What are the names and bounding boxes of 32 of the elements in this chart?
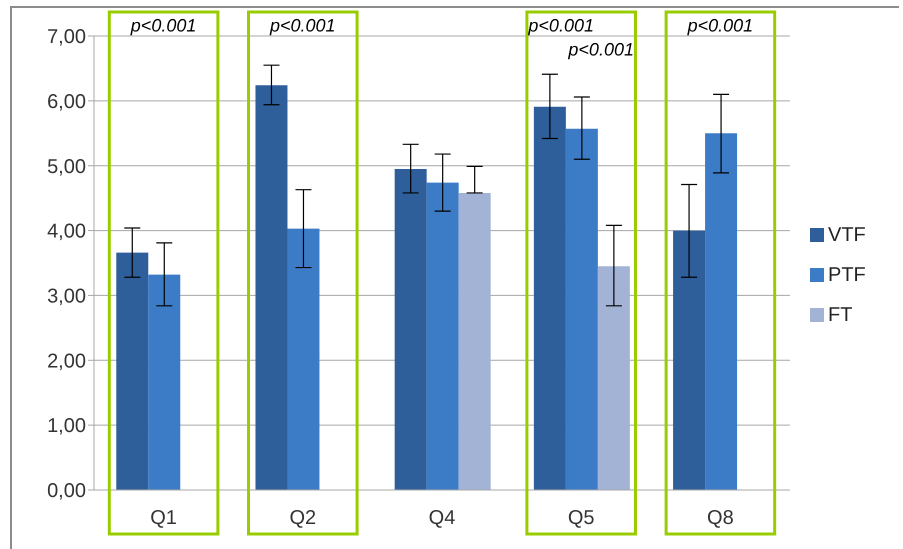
bar bbox=[673, 230, 706, 490]
bar bbox=[148, 274, 180, 490]
bar bbox=[705, 133, 738, 490]
legend-label: VTF bbox=[828, 224, 866, 246]
x-tick-label: Q2 bbox=[289, 507, 316, 530]
annotation: p<0.001 bbox=[567, 39, 634, 60]
y-tick-label: 3,00 bbox=[47, 286, 86, 308]
text: p<0.001 bbox=[130, 15, 196, 36]
y-tick-label: 2,00 bbox=[47, 350, 86, 372]
y-tick-label: 0,00 bbox=[47, 480, 86, 502]
y-tick-label: 5,00 bbox=[47, 156, 86, 178]
bar bbox=[287, 228, 320, 490]
x-tick-label: Q8 bbox=[707, 507, 734, 530]
bar bbox=[426, 182, 459, 490]
x-tick-label: Q5 bbox=[568, 507, 595, 530]
bar bbox=[255, 85, 288, 490]
y-tick-label: 7,00 bbox=[47, 26, 86, 48]
x-tick-label: Q1 bbox=[150, 507, 177, 530]
bar bbox=[598, 266, 630, 490]
bar bbox=[566, 128, 598, 490]
x-tick-label: Q4 bbox=[428, 507, 456, 530]
text: p<0.001 bbox=[686, 15, 754, 36]
bar bbox=[534, 106, 566, 490]
y-tick-label: 4,00 bbox=[47, 220, 86, 243]
legend-label: FT bbox=[828, 304, 852, 326]
bar bbox=[394, 168, 427, 490]
text: p<0.001 bbox=[269, 15, 336, 36]
bar bbox=[458, 192, 491, 490]
bar bbox=[116, 252, 148, 490]
legend-label: PTF bbox=[828, 264, 866, 286]
y-tick-label: 1,00 bbox=[47, 415, 86, 438]
y-tick-label: 6,00 bbox=[47, 90, 86, 113]
